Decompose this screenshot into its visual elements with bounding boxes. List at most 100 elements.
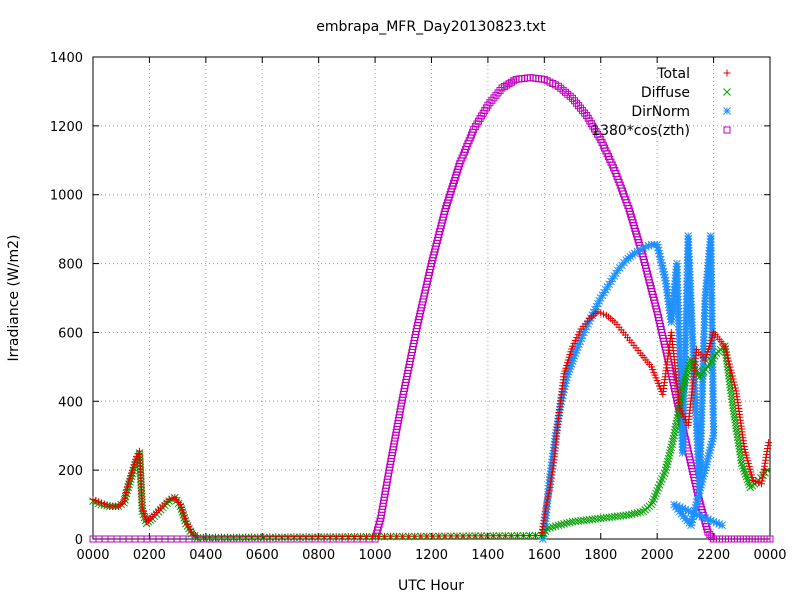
data-point [703,457,711,466]
data-point [681,378,689,387]
data-point [644,241,653,250]
data-point [726,363,734,371]
chart-title: embrapa_MFR_Day20130823.txt [316,19,546,35]
data-point [578,331,587,340]
data-point [766,535,774,543]
data-point [633,247,642,256]
data-point [630,249,639,258]
data-point [661,273,669,282]
data-point [176,501,184,509]
data-point [636,508,645,516]
data-point [320,533,328,541]
data-point [704,515,712,524]
data-point [179,509,187,517]
data-point [471,532,479,540]
data-point [679,410,687,418]
data-point [260,533,268,541]
data-point [230,533,238,541]
x-tick-label: 0400 [189,548,222,563]
data-point [326,533,334,541]
data-point [689,512,698,521]
x-tick-label: 2200 [697,548,730,563]
data-point [728,369,736,377]
legend-marker [723,107,731,115]
data-point [579,328,588,337]
data-point [569,342,577,350]
data-point [661,466,670,474]
data-point [699,472,708,480]
data-point [636,245,645,254]
data-point [701,463,710,472]
data-point [576,337,585,346]
data-point [698,512,707,521]
data-point [411,532,419,540]
data-point [671,425,680,434]
data-point [709,517,718,526]
data-point [627,510,636,519]
data-point [655,249,664,258]
data-point [603,283,612,291]
data-point [180,512,188,520]
data-point [658,264,667,273]
data-point [695,511,704,520]
x-tick-label: 1200 [415,548,448,563]
data-point [181,515,189,523]
data-point [709,434,717,443]
data-point [678,504,687,513]
data-point [731,384,739,392]
data-point [666,446,675,454]
data-point [218,533,226,541]
data-point [486,99,494,107]
data-point [565,365,574,374]
data-point [724,354,732,362]
data-point [545,486,553,494]
data-point [687,518,696,527]
data-point [691,504,700,512]
x-tick-label: 1800 [584,548,617,563]
y-tick-label: 1200 [50,120,83,135]
data-point [630,509,639,518]
y-tick-label: 400 [58,395,83,410]
data-point [654,246,663,255]
data-point [694,492,703,501]
data-point [758,480,766,488]
data-point [760,465,768,473]
data-point [758,477,766,485]
data-point [121,494,129,502]
data-point [762,456,770,464]
data-point [723,351,731,359]
data-point [625,511,633,519]
data-point [700,466,709,475]
x-tick-label: 0800 [302,548,335,563]
data-point [681,375,690,384]
series-plus-group [89,308,773,541]
data-point [697,480,706,489]
data-point [668,440,676,449]
data-point [571,336,579,344]
data-point [683,370,692,378]
data-point [682,373,691,381]
x-tick-label: 0200 [133,548,166,563]
x-tick-label: 1400 [471,548,504,563]
data-point [542,504,550,512]
data-point [581,109,589,117]
data-point [703,454,712,463]
data-point [561,379,570,388]
x-tick-label: 0000 [753,548,786,563]
data-point [496,86,504,94]
data-point [689,509,698,517]
data-point [763,447,771,455]
data-point [722,345,730,353]
data-point [707,440,716,449]
data-point [205,533,213,541]
data-point [356,532,364,540]
data-point [199,533,207,541]
data-point [592,302,601,311]
data-point [510,77,518,85]
legend-marker [723,126,731,134]
data-point [569,354,578,363]
data-point [639,244,647,252]
y-tick-label: 0 [75,533,83,548]
data-point [381,532,389,540]
data-point [695,489,703,498]
